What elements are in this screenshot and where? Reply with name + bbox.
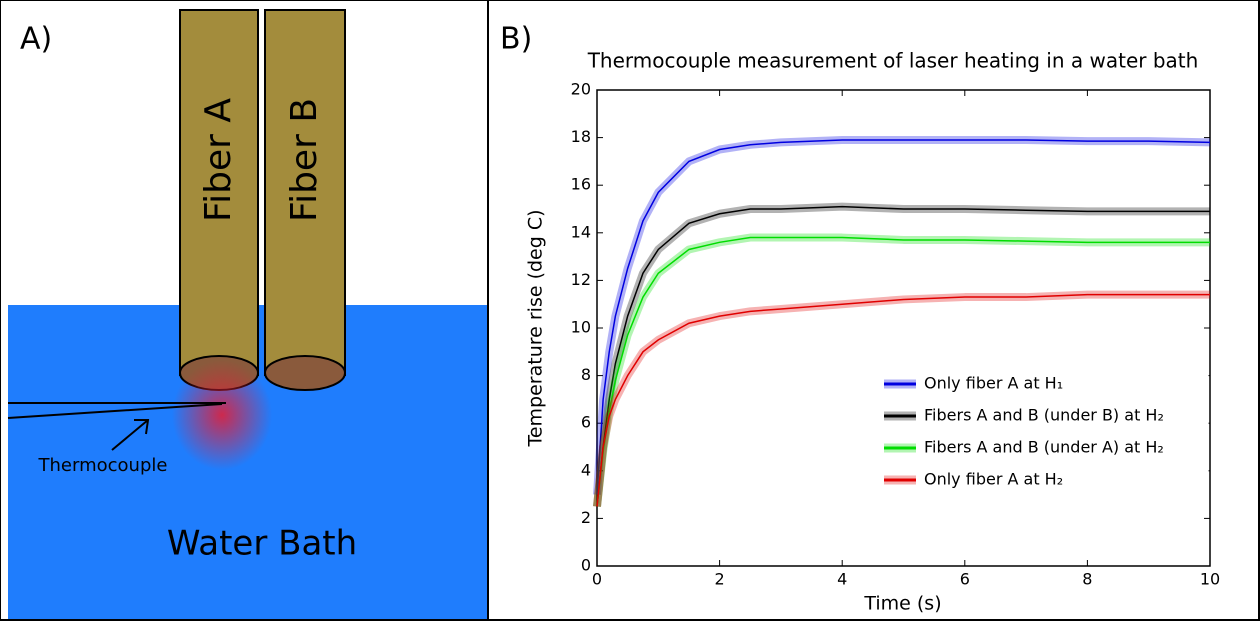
arrow [111, 419, 150, 451]
y-tick-label: 8 [581, 365, 591, 384]
fiber-label: Fiber B [284, 98, 325, 222]
y-tick-label: 4 [581, 460, 591, 479]
series-line [596, 293, 1210, 507]
y-tick-label: 12 [571, 270, 591, 289]
x-tick-label: 2 [715, 570, 725, 589]
y-tick-label: 2 [581, 508, 591, 527]
fiber-b-tip [264, 355, 346, 391]
legend-label: Fibers A and B (under B) at H₂ [924, 406, 1164, 425]
x-tick-label: 4 [837, 570, 847, 589]
legend-box [877, 368, 1209, 504]
fiber-b [264, 9, 346, 376]
legend-label: Only fiber A at H₁ [924, 374, 1063, 393]
fiber-a [179, 9, 259, 376]
thermocouple-label: Thermocouple [38, 455, 168, 476]
series-line [596, 205, 1210, 507]
panel-label: B) [500, 22, 532, 57]
x-tick-label: 6 [960, 570, 970, 589]
y-tick-label: 14 [571, 222, 591, 241]
x-tick-label: 10 [1200, 570, 1220, 589]
thermocouple-wire [7, 403, 223, 419]
y-tick-label: 20 [571, 80, 591, 99]
legend-label: Only fiber A at H₂ [924, 470, 1063, 489]
chart-title: Thermocouple measurement of laser heatin… [587, 49, 1199, 73]
water-bath-label: Water Bath [167, 524, 357, 564]
x-tick-label: 0 [592, 570, 602, 589]
y-tick-label: 18 [571, 127, 591, 146]
legend-label: Fibers A and B (under A) at H₂ [924, 438, 1164, 457]
y-axis-label: Temperature rise (deg C) [525, 209, 547, 447]
heat-glow [172, 360, 272, 470]
series-line [596, 236, 1210, 507]
series-line [596, 139, 1211, 495]
x-axis-label: Time (s) [863, 593, 941, 615]
y-tick-label: 10 [571, 318, 591, 337]
y-tick-label: 0 [581, 556, 591, 575]
y-tick-label: 16 [571, 175, 591, 194]
panel-label: A) [20, 22, 52, 57]
y-tick-label: 6 [581, 413, 591, 432]
x-tick-label: 8 [1082, 570, 1092, 589]
fiber-label: Fiber A [198, 98, 239, 222]
